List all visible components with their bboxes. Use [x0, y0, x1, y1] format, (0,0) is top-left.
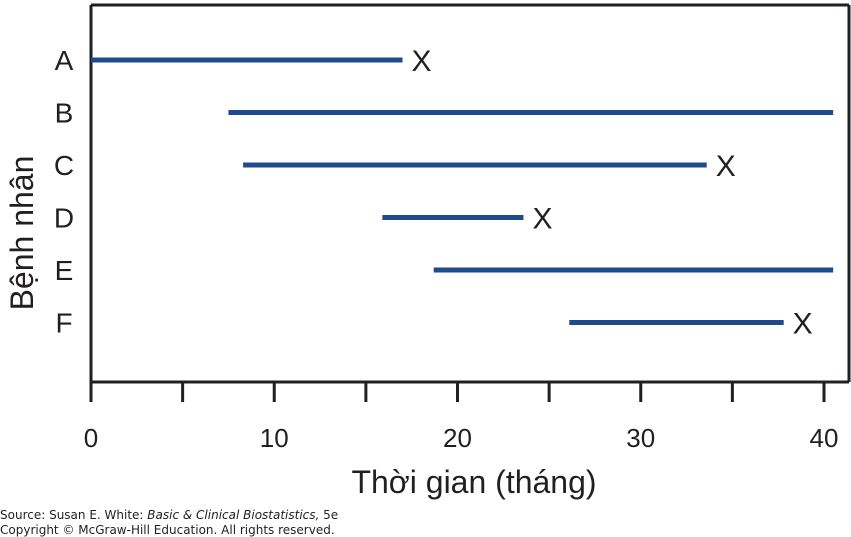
source-book-title: Basic & Clinical Biostatistics, [147, 508, 320, 522]
x-tick-label: 0 [84, 423, 98, 453]
x-tick-label: 30 [626, 423, 655, 453]
event-marker-d: X [532, 203, 552, 236]
copyright-note: Copyright © McGraw-Hill Education. All r… [0, 523, 335, 537]
y-axis-title: Bệnh nhân [4, 156, 40, 311]
patient-label-c: C [54, 150, 74, 181]
x-tick-label: 40 [810, 423, 839, 453]
source-note: Source: Susan E. White: Basic & Clinical… [0, 508, 338, 522]
patient-lines: X X X X [91, 45, 834, 341]
source-edition: 5e [319, 508, 339, 522]
source-prefix: Source: Susan E. White: [0, 508, 148, 522]
x-tick-label: 10 [260, 423, 289, 453]
x-axis-ticks: 0 10 20 30 40 [84, 382, 839, 453]
event-marker-a: X [412, 45, 432, 78]
x-tick-label: 20 [443, 423, 472, 453]
x-axis-title: Thời gian (tháng) [351, 464, 596, 500]
patient-label-d: D [54, 203, 74, 234]
event-marker-c: X [716, 150, 736, 183]
patient-label-e: E [55, 255, 74, 286]
patient-label-f: F [55, 308, 72, 339]
plot-frame [89, 3, 851, 384]
patient-label-a: A [55, 45, 74, 76]
patient-label-b: B [55, 98, 74, 129]
event-marker-f: X [793, 308, 813, 341]
